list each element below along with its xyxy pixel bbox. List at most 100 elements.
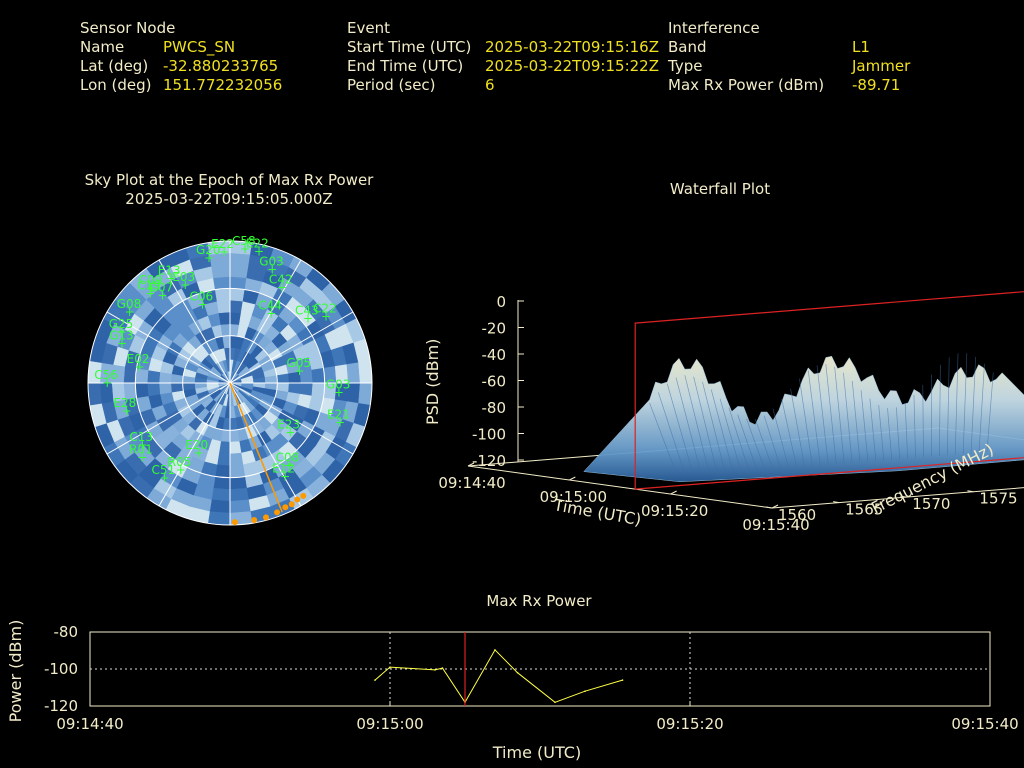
- waterfall-z-tick-label: -20: [482, 320, 507, 338]
- skyplot-spoke: [229, 311, 354, 384]
- skyplot-track-point: [274, 509, 281, 516]
- waterfall-z-tick-label: -80: [482, 399, 507, 417]
- waterfall-labels: 0 -20 -40 -60 -80 -100 -120 09:14:40 09:15:00 09:…: [423, 293, 1018, 534]
- waterfall-streak: [816, 365, 829, 465]
- satellite-marker: +: [303, 311, 313, 325]
- waterfall-streak: [962, 353, 968, 454]
- waterfall-base-edge: [937, 427, 1024, 441]
- satellite-marker: +: [180, 278, 190, 292]
- maxpower-y-tick-label: -100: [44, 660, 78, 678]
- satellite-label: C06: [189, 290, 213, 304]
- event-period-label: Period (sec): [347, 76, 436, 94]
- satellite-marker: +: [277, 280, 287, 294]
- maxpower-title: Max Rx Power: [486, 592, 592, 610]
- waterfall-z-tick-label: -100: [472, 426, 506, 444]
- maxpower-point: [464, 701, 466, 704]
- waterfall-z-tick-label: -60: [482, 373, 507, 391]
- skyplot-subtitle: 2025-03-22T09:15:05.000Z: [125, 190, 333, 208]
- skyplot-ring: [134, 287, 326, 479]
- satellite-marker: +: [321, 309, 331, 323]
- skyplot-grid: [87, 240, 373, 526]
- skyplot-spoke: [158, 259, 231, 384]
- waterfall-streak: [781, 399, 797, 468]
- maxpower-x-tick-label: 09:15:20: [656, 715, 723, 733]
- waterfall-streak: [895, 407, 901, 460]
- event-title: Event: [347, 19, 390, 37]
- satellite-label: G25: [109, 317, 134, 331]
- skyplot-track-point: [300, 492, 307, 499]
- satellite-marker: +: [284, 458, 294, 472]
- satellite-label: C44: [258, 298, 282, 312]
- waterfall-streak: [684, 375, 710, 475]
- waterfall-streak: [658, 392, 686, 477]
- waterfall-streak: [763, 415, 782, 469]
- waterfall-streak: [728, 407, 750, 472]
- waterfall-streak: [887, 408, 893, 460]
- waterfall-streak: [693, 376, 718, 474]
- waterfall-x-tick-label: 09:15:20: [641, 502, 708, 520]
- event-start-label: Start Time (UTC): [347, 38, 472, 56]
- skyplot-ring: [182, 335, 278, 431]
- waterfall-axes: [467, 300, 1024, 509]
- waterfall-y-axis-title: Frequency (MHz): [868, 440, 996, 518]
- waterfall-streak: [954, 353, 959, 455]
- waterfall-streak: [834, 366, 845, 464]
- waterfall-streak: [702, 381, 726, 474]
- maxpower-plot-border: [89, 631, 991, 707]
- event-period-value: 6: [485, 76, 495, 94]
- maxpower-point: [441, 667, 444, 669]
- event-start-value: 2025-03-22T09:15:16Z: [485, 38, 659, 56]
- maxpower-point: [584, 690, 586, 692]
- maxpower-point: [389, 666, 391, 668]
- maxpower-point: [494, 649, 496, 651]
- waterfall-streak: [754, 419, 774, 470]
- satellite-marker: +: [145, 286, 155, 300]
- waterfall-time-plane: [634, 291, 1024, 490]
- satellite-label: G03: [326, 377, 351, 391]
- satellite-marker: +: [125, 305, 135, 319]
- waterfall-streak: [675, 377, 702, 476]
- satellite-marker: +: [157, 288, 167, 302]
- waterfall-y-tick: [765, 506, 773, 509]
- waterfall-z-tick-label: 0: [496, 293, 506, 311]
- maxpower-x-tick-label: 09:14:40: [56, 715, 123, 733]
- satellite-label: E22: [211, 237, 234, 251]
- sensor-lat-label: Lat (deg): [80, 57, 149, 75]
- event-end-label: End Time (UTC): [347, 57, 464, 75]
- waterfall-y-tick: [833, 501, 840, 504]
- waterfall-x-axis-title: Time (UTC): [551, 495, 642, 529]
- satellite-marker: +: [117, 336, 127, 350]
- satellite-label: G13: [109, 328, 134, 342]
- satellite-label: E13: [158, 264, 181, 278]
- satellite-marker: +: [280, 470, 290, 484]
- satellite-marker: +: [159, 471, 169, 485]
- satellite-label: C07: [149, 280, 173, 294]
- satellite-label: G20: [196, 243, 221, 257]
- waterfall-streak: [978, 363, 985, 453]
- satellite-marker: +: [335, 416, 345, 430]
- skyplot-satellites: +E22 +C58+E22+G03+G20+E13+C19+C07+C09+G08…: [94, 234, 350, 485]
- satellite-label: E12: [272, 462, 295, 476]
- satellite-label: C08: [276, 450, 300, 464]
- skyplot-track: [229, 382, 307, 526]
- skyplot-spoke: [229, 382, 302, 507]
- event-end-value: 2025-03-22T09:15:22Z: [485, 57, 659, 75]
- skyplot-bearing-line: [229, 382, 283, 513]
- satellite-label: E02: [127, 352, 150, 366]
- skyplot-track-point: [263, 514, 270, 521]
- satellite-marker: +: [102, 376, 112, 390]
- satellite-label: G05: [287, 356, 312, 370]
- maxpower-point: [621, 679, 624, 681]
- waterfall-y-tick-label: 1560: [778, 506, 816, 524]
- waterfall-streak: [772, 408, 790, 469]
- satellite-label: E20: [185, 438, 208, 452]
- skyplot-track-point: [231, 519, 238, 526]
- interference-title: Interference: [668, 19, 760, 37]
- skyplot-background: [88, 241, 372, 525]
- waterfall-streak: [851, 380, 861, 463]
- interference-power-label: Max Rx Power (dBm): [668, 76, 825, 94]
- satellite-marker: +: [166, 272, 176, 286]
- sensor-lat-value: -32.880233765: [163, 57, 279, 75]
